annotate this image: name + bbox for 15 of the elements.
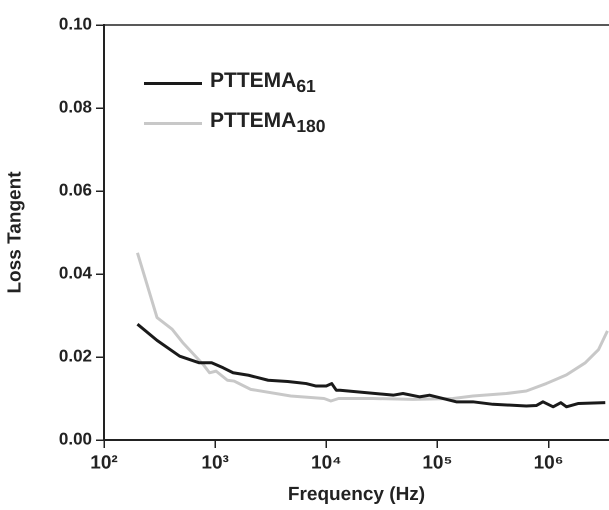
x-tick-label: 10⁶ [534,452,564,474]
x-tick-label: 10⁵ [422,452,452,474]
legend-label: PTTEMA$_{61}$ [210,68,316,98]
y-tick-label: 0.06 [58,180,92,200]
x-axis-title: Frequency (Hz) [288,484,426,505]
x-tick-label: 10³ [201,452,229,474]
y-tick-label: 0.10 [58,14,92,34]
y-tick-label: 0.02 [58,346,92,366]
legend-label: PTTEMA$_{180}$ [210,108,326,138]
x-tick-label: 10⁴ [310,452,342,474]
y-axis-title: Loss Tangent [4,170,26,294]
y-tick-label: 0.00 [58,430,92,449]
y-tick-label: 0.08 [58,98,92,117]
y-tick-label: 0.04 [58,264,93,283]
x-tick-label: 10² [90,452,118,474]
